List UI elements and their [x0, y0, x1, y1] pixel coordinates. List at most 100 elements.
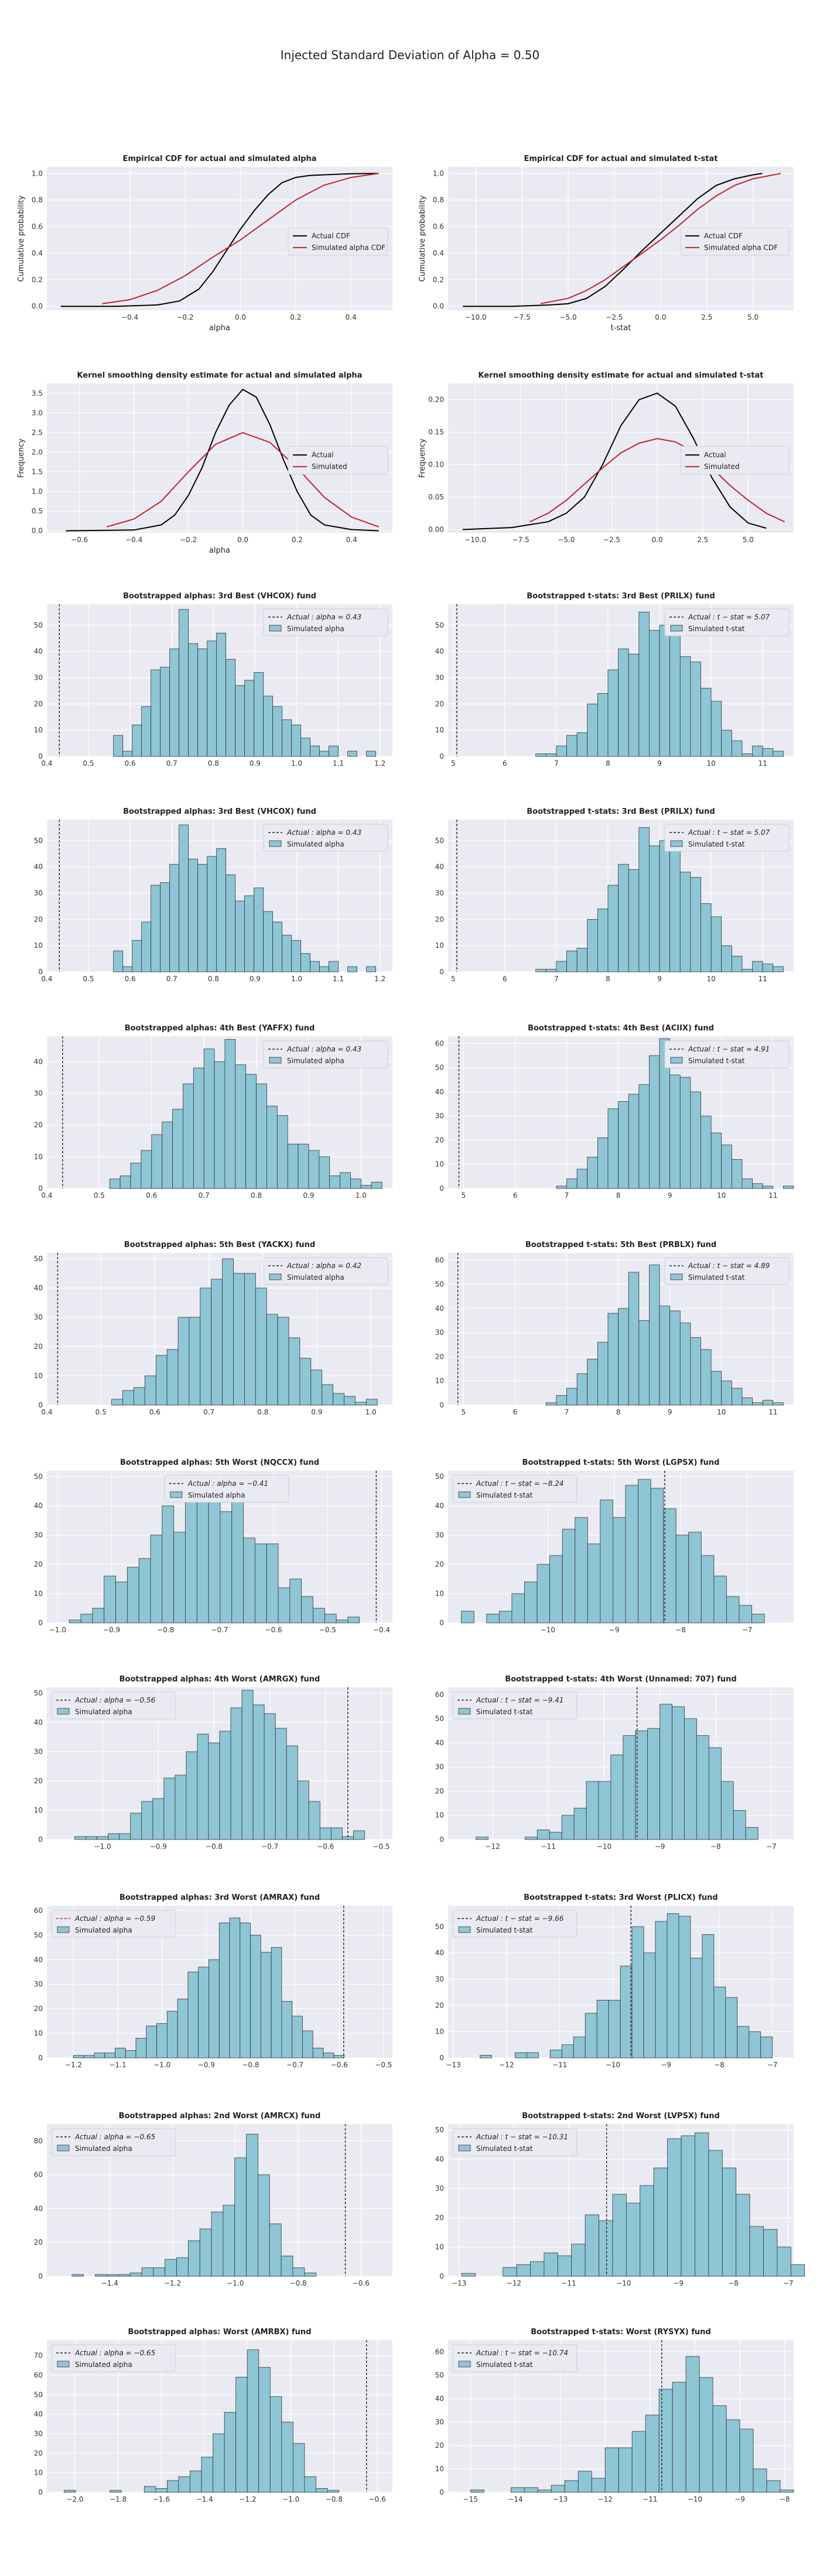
histogram-bar: [219, 1731, 231, 1840]
histogram-bar: [329, 961, 339, 972]
x-tick-label: 8: [616, 1191, 621, 1200]
x-tick-label: −15: [463, 2495, 478, 2503]
histogram-bar: [659, 840, 671, 972]
histogram-bar: [701, 1349, 712, 1406]
histogram-bar: [545, 753, 557, 757]
histogram-bar: [254, 672, 264, 757]
x-tick-label: −0.6: [331, 2061, 348, 2069]
y-tick-label: 0.6: [32, 222, 43, 231]
x-tick-label: −12: [507, 2279, 521, 2287]
x-tick-label: −1.2: [239, 2495, 256, 2503]
histogram-bar: [537, 1564, 550, 1623]
y-tick-label: 0.0: [32, 527, 43, 535]
histogram-bar: [281, 2255, 293, 2277]
histogram-bar: [663, 1508, 676, 1623]
y-tick-label: 30: [435, 2418, 444, 2426]
histogram-bar: [760, 2036, 773, 2058]
x-tick-label: 0.7: [166, 975, 177, 983]
histogram-bar: [660, 1704, 672, 1840]
histogram-bar: [620, 1965, 633, 2058]
histogram-bar: [650, 1488, 664, 1623]
histogram-bar: [298, 1143, 309, 1189]
histogram-bar: [699, 2377, 713, 2493]
chart-title: Bootstrapped alphas: 4th Best (YAFFX) fu…: [125, 1024, 315, 1033]
histogram-bar: [678, 1916, 691, 2058]
histogram-bar: [172, 1109, 183, 1189]
histogram-bar: [156, 2023, 168, 2058]
y-tick-label: 0: [439, 1401, 444, 1409]
histogram-bar: [64, 2490, 76, 2493]
y-tick-label: 20: [435, 915, 444, 923]
histogram-bar: [347, 1616, 360, 1623]
histogram-bar: [462, 2273, 476, 2277]
y-tick-label: 40: [435, 1502, 444, 1510]
histogram-bar: [537, 2489, 552, 2493]
histogram-bar: [134, 1387, 145, 1406]
x-tick-label: −7: [783, 2279, 794, 2287]
histogram-bar: [207, 640, 217, 757]
chart-panel-11: 0.4 0.5 0.6 0.7 0.8 0.9 1.0 0 10 20 30 40 50 Bootstra…: [34, 1241, 392, 1416]
histogram-bar: [201, 2457, 213, 2493]
y-tick-label: 50: [435, 837, 444, 845]
histogram-bar: [110, 2490, 122, 2493]
histogram-bar: [300, 738, 311, 757]
histogram-bar: [524, 1581, 538, 1623]
histogram-bar: [762, 964, 774, 972]
legend-hist-label: Simulated t-stat: [688, 1057, 745, 1065]
histogram-bar: [132, 724, 142, 757]
x-tick-label: −1.4: [101, 2279, 118, 2287]
y-tick-label: 0: [38, 1835, 43, 1844]
histogram-bar: [710, 1132, 722, 1189]
legend: Actual Simulated: [288, 446, 388, 475]
x-tick-label: 10: [717, 1408, 726, 1416]
y-tick-label: 50: [435, 1064, 444, 1072]
legend-actual-label: Actual : t − stat = 4.91: [688, 1045, 770, 1053]
legend-actual-label: Actual : t − stat = −10.74: [476, 2349, 568, 2357]
x-tick-label: 0.6: [125, 759, 136, 768]
legend: Actual : t − stat = −8.24 Simulated t-sta…: [452, 1475, 578, 1503]
x-tick-label: 0.6: [146, 1191, 157, 1200]
chart-title: Bootstrapped t-stats: 3rd Best (PRILX) f…: [527, 592, 715, 601]
histogram-bar: [561, 2044, 574, 2058]
histogram-bar: [302, 2030, 313, 2058]
x-tick-label: −10: [616, 2279, 631, 2287]
y-tick-label: 0: [439, 1184, 444, 1193]
x-tick-label: 9: [657, 759, 662, 768]
x-tick-label: 0.2: [292, 536, 303, 544]
histogram-bar: [109, 1179, 121, 1189]
histogram-bar: [353, 1830, 365, 1840]
histogram-bar: [113, 950, 124, 972]
y-tick-label: 40: [435, 648, 444, 656]
series-line-2: [529, 438, 785, 523]
legend-hist-label: Simulated alpha: [75, 2145, 132, 2153]
legend-hist-label: Simulated t-stat: [476, 1926, 533, 1934]
histogram-bar: [252, 1704, 265, 1840]
y-tick-label: 1.0: [32, 169, 43, 177]
histogram-bar: [587, 703, 598, 757]
x-tick-label: −1.0: [153, 2061, 170, 2069]
y-tick-label: 20: [34, 1121, 43, 1129]
histogram-bar: [104, 2053, 115, 2058]
histogram-bar: [530, 2261, 545, 2277]
legend-label: Actual CDF: [312, 232, 350, 240]
x-tick-label: 11: [768, 1191, 777, 1200]
histogram-bar: [118, 2274, 131, 2277]
legend-swatch: [458, 1926, 471, 1933]
x-tick-label: −11: [561, 2279, 576, 2287]
histogram-bar: [80, 1614, 93, 1623]
histogram-bar: [607, 669, 619, 757]
histogram-bar: [197, 648, 208, 757]
x-tick-label: 0.0: [652, 536, 663, 544]
histogram-bar: [721, 729, 732, 757]
histogram-bar: [751, 1614, 765, 1623]
histogram-bar: [742, 753, 753, 757]
x-tick-label: 0.4: [41, 759, 52, 768]
y-tick-label: 0: [439, 2054, 444, 2062]
y-tick-label: 0: [439, 1619, 444, 1627]
chart-title: Bootstrapped alphas: 5th Worst (NQCCX) f…: [120, 1458, 319, 1467]
histogram-bar: [304, 2272, 317, 2277]
histogram-bar: [587, 919, 598, 972]
histogram-bar: [183, 1083, 194, 1189]
histogram-bar: [598, 1781, 611, 1840]
histogram-bar: [141, 706, 152, 757]
